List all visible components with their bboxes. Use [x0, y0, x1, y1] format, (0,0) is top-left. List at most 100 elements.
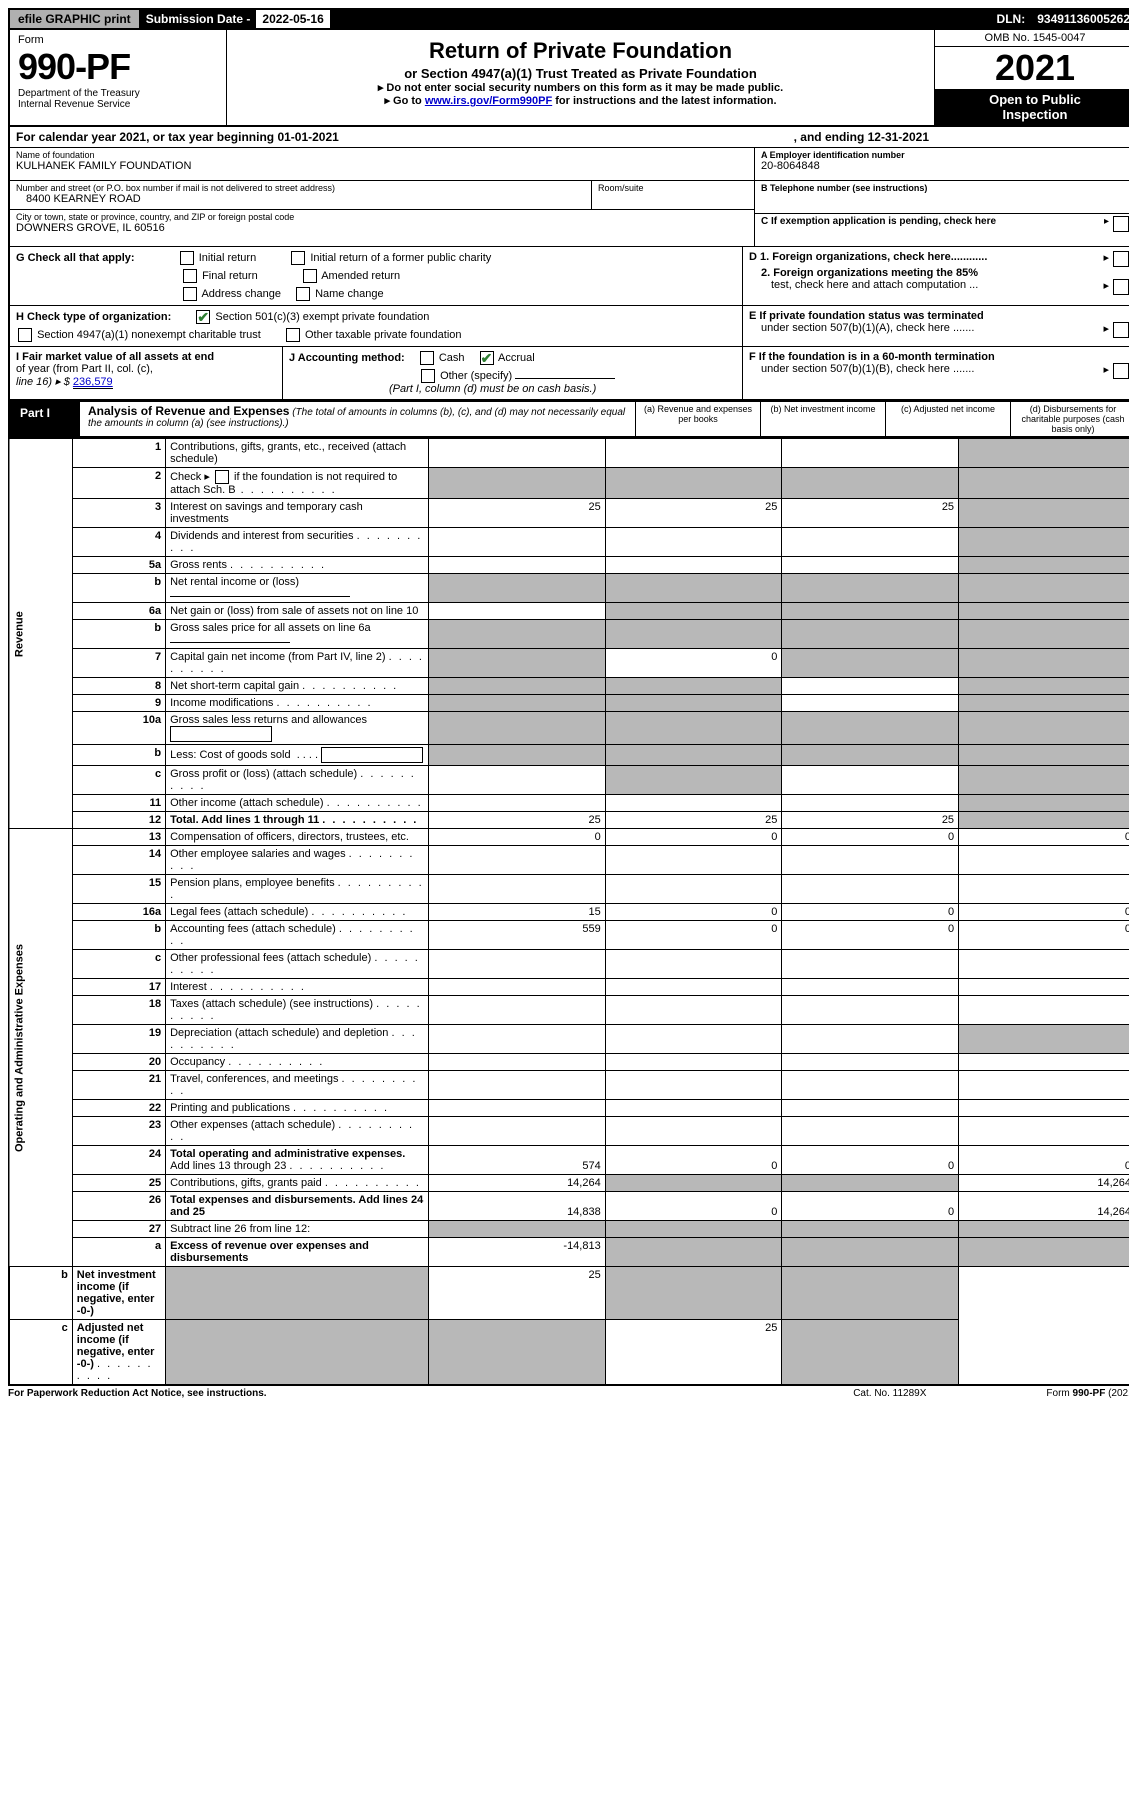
f-block: F If the foundation is in a 60-month ter… [742, 347, 1129, 399]
calyear-begin: For calendar year 2021, or tax year begi… [16, 130, 339, 144]
row-2: 2Check ▸ if the foundation is not requir… [9, 468, 1129, 499]
cb-name-change[interactable] [296, 287, 310, 301]
exemption-cell: C If exemption application is pending, c… [755, 214, 1129, 246]
footer-left: For Paperwork Reduction Act Notice, see … [8, 1388, 267, 1399]
row-5a: 5aGross rents [9, 557, 1129, 574]
form-subtitle: or Section 4947(a)(1) Trust Treated as P… [237, 66, 924, 81]
header-right: OMB No. 1545-0047 2021 Open to Public In… [934, 30, 1129, 125]
col-d-head: (d) Disbursements for charitable purpose… [1010, 402, 1129, 436]
telephone-cell: B Telephone number (see instructions) [755, 181, 1129, 214]
row-21: 21Travel, conferences, and meetings [9, 1071, 1129, 1100]
part1-label: Part I [10, 402, 80, 436]
e-block: E If private foundation status was termi… [742, 306, 1129, 346]
part1-desc: Analysis of Revenue and Expenses (The to… [80, 402, 635, 436]
cb-initial-former[interactable] [291, 251, 305, 265]
cb-accrual[interactable] [480, 351, 494, 365]
form-title: Return of Private Foundation [237, 38, 924, 64]
row-23: 23Other expenses (attach schedule) [9, 1117, 1129, 1146]
row-13: Operating and Administrative Expenses 13… [9, 829, 1129, 846]
city-state-zip: DOWNERS GROVE, IL 60516 [16, 222, 748, 234]
warn-ssn: ▸ Do not enter social security numbers o… [237, 81, 924, 94]
cb-final-return[interactable] [183, 269, 197, 283]
row-5b: bNet rental income or (loss) [9, 574, 1129, 603]
row-11: 11Other income (attach schedule) [9, 795, 1129, 812]
cb-other-taxable[interactable] [286, 328, 300, 342]
room-suite-label: Room/suite [598, 183, 748, 193]
city-cell: City or town, state or province, country… [10, 210, 754, 242]
page-footer: For Paperwork Reduction Act Notice, see … [8, 1386, 1129, 1399]
cb-f[interactable] [1113, 363, 1129, 379]
row-22: 22Printing and publications [9, 1100, 1129, 1117]
row-24: 24Total operating and administrative exp… [9, 1146, 1129, 1175]
cb-initial-return[interactable] [180, 251, 194, 265]
fmv-value[interactable]: 236,579 [73, 376, 113, 389]
footer-form: Form 990-PF (2021) [1046, 1388, 1129, 1399]
section-ijf: I Fair market value of all assets at end… [8, 347, 1129, 401]
irs-label: Internal Revenue Service [18, 99, 218, 110]
calendar-year-row: For calendar year 2021, or tax year begi… [8, 127, 1129, 148]
expenses-side-label: Operating and Administrative Expenses [9, 829, 72, 1267]
row-19: 19Depreciation (attach schedule) and dep… [9, 1025, 1129, 1054]
ein-value: 20-8064848 [761, 160, 1129, 172]
dln-value: 93491136005262 [1031, 10, 1129, 28]
row-10c: cGross profit or (loss) (attach schedule… [9, 766, 1129, 795]
row-27a: aExcess of revenue over expenses and dis… [9, 1238, 1129, 1267]
dln-label: DLN: [991, 10, 1032, 28]
ein-cell: A Employer identification number 20-8064… [755, 148, 1129, 181]
row-10b: bLess: Cost of goods sold . . . . [9, 745, 1129, 766]
cb-cash[interactable] [420, 351, 434, 365]
foundation-name: KULHANEK FAMILY FOUNDATION [16, 160, 748, 172]
g-block: G Check all that apply: Initial return I… [10, 247, 742, 305]
row-16c: cOther professional fees (attach schedul… [9, 950, 1129, 979]
row-27c: cAdjusted net income (if negative, enter… [9, 1320, 1129, 1386]
form-label: Form [18, 34, 218, 46]
omb-number: OMB No. 1545-0047 [935, 30, 1129, 47]
cb-d2[interactable] [1113, 279, 1129, 295]
cb-amended[interactable] [303, 269, 317, 283]
cb-address-change[interactable] [183, 287, 197, 301]
row-7: 7Capital gain net income (from Part IV, … [9, 649, 1129, 678]
row-15: 15Pension plans, employee benefits [9, 875, 1129, 904]
tax-year: 2021 [935, 47, 1129, 89]
row-17: 17Interest [9, 979, 1129, 996]
open-to-public: Open to Public Inspection [935, 89, 1129, 125]
submission-date: 2022-05-16 [256, 10, 329, 28]
row-14: 14Other employee salaries and wages [9, 846, 1129, 875]
row-12: 12Total. Add lines 1 through 11 252525 [9, 812, 1129, 829]
checkbox-c[interactable] [1113, 216, 1129, 232]
row-4: 4Dividends and interest from securities [9, 528, 1129, 557]
cb-4947a1[interactable] [18, 328, 32, 342]
col-b-head: (b) Net investment income [760, 402, 885, 436]
section-g-d: G Check all that apply: Initial return I… [8, 247, 1129, 306]
row-18: 18Taxes (attach schedule) (see instructi… [9, 996, 1129, 1025]
ij-block: I Fair market value of all assets at end… [10, 347, 742, 399]
cb-schb[interactable] [215, 470, 229, 484]
row-25: 25Contributions, gifts, grants paid 14,2… [9, 1175, 1129, 1192]
row-9: 9Income modifications [9, 695, 1129, 712]
cb-other-method[interactable] [421, 369, 435, 383]
row-8: 8Net short-term capital gain [9, 678, 1129, 695]
calyear-end: , and ending 12-31-2021 [794, 130, 929, 144]
address-row: Number and street (or P.O. box number if… [10, 181, 754, 210]
row-16a: 16aLegal fees (attach schedule) 15000 [9, 904, 1129, 921]
row-27b: bNet investment income (if negative, ent… [9, 1267, 1129, 1320]
cb-501c3[interactable] [196, 310, 210, 324]
top-bar: efile GRAPHIC print Submission Date - 20… [8, 8, 1129, 30]
col-c-head: (c) Adjusted net income [885, 402, 1010, 436]
revenue-side-label: Revenue [9, 439, 72, 829]
cb-e[interactable] [1113, 322, 1129, 338]
foundation-info: Name of foundation KULHANEK FAMILY FOUND… [8, 148, 1129, 247]
footer-cat: Cat. No. 11289X [853, 1388, 926, 1399]
row-16b: bAccounting fees (attach schedule) 55900… [9, 921, 1129, 950]
cb-d1[interactable] [1113, 251, 1129, 267]
form-header: Form 990-PF Department of the Treasury I… [8, 30, 1129, 127]
irs-link[interactable]: www.irs.gov/Form990PF [425, 95, 552, 107]
row-26: 26Total expenses and disbursements. Add … [9, 1192, 1129, 1221]
part1-header: Part I Analysis of Revenue and Expenses … [8, 401, 1129, 438]
row-27: 27Subtract line 26 from line 12: [9, 1221, 1129, 1238]
row-6b: bGross sales price for all assets on lin… [9, 620, 1129, 649]
col-a-head: (a) Revenue and expenses per books [635, 402, 760, 436]
row-20: 20Occupancy [9, 1054, 1129, 1071]
efile-print-button[interactable]: efile GRAPHIC print [9, 9, 140, 29]
row-10a: 10aGross sales less returns and allowanc… [9, 712, 1129, 745]
